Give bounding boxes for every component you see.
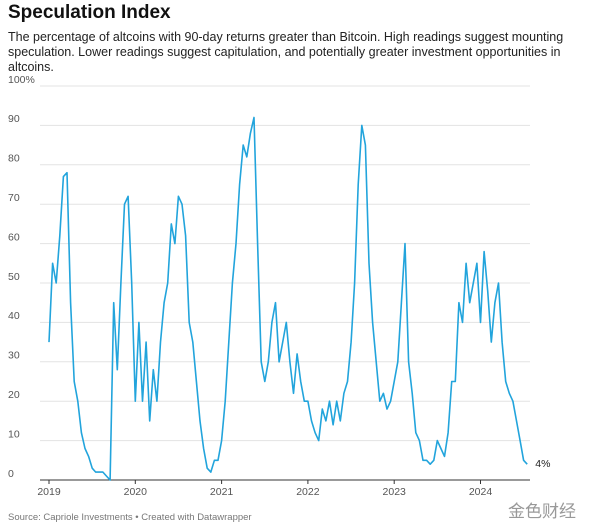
source-note: Source: Capriole Investments • Created w… <box>8 512 252 523</box>
x-tick-label: 2022 <box>296 486 320 498</box>
y-tick-label: 80 <box>8 153 20 165</box>
data-label: 4% <box>535 458 550 470</box>
chart-subtitle: The percentage of altcoins with 90-day r… <box>8 30 564 74</box>
y-tick-label: 30 <box>8 350 20 362</box>
data-line <box>48 116 528 481</box>
watermark: 金色财经 <box>508 502 576 521</box>
y-tick-label: 70 <box>8 192 20 204</box>
y-tick-label: 90 <box>8 113 20 125</box>
x-tick-label: 2021 <box>210 486 234 498</box>
x-tick-label: 2024 <box>469 486 493 498</box>
x-tick-label: 2019 <box>37 486 61 498</box>
y-tick-label: 0 <box>8 468 14 480</box>
x-tick-label: 2020 <box>124 486 148 498</box>
y-tick-label: 40 <box>8 310 20 322</box>
y-tick-label: 10 <box>8 428 20 440</box>
y-tick-label: 60 <box>8 231 20 243</box>
x-tick-label: 2023 <box>383 486 407 498</box>
y-tick-label: 20 <box>8 389 20 401</box>
y-tick-label: 100% <box>8 74 35 86</box>
chart-title: Speculation Index <box>8 2 171 23</box>
y-tick-label: 50 <box>8 271 20 283</box>
